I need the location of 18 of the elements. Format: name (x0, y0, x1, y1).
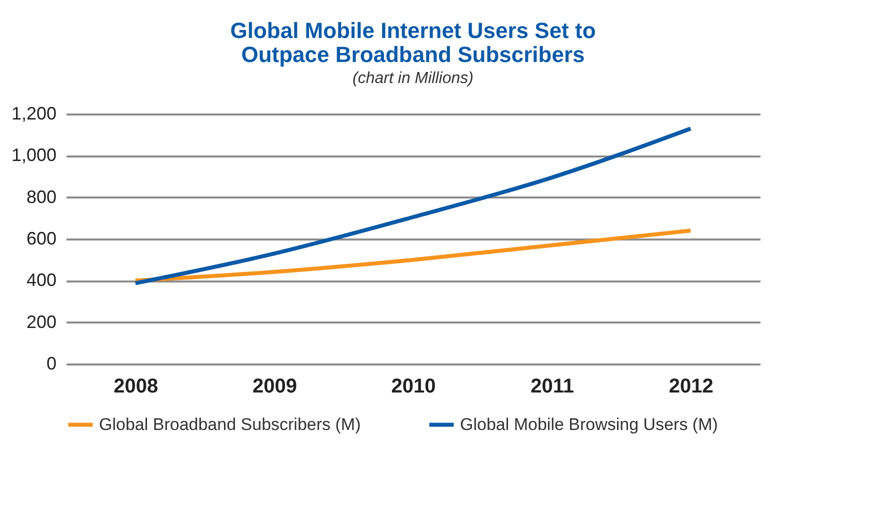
x-tick-label: 2010 (391, 376, 436, 398)
y-tick-label: 600 (26, 228, 56, 248)
x-tick-label: 2012 (668, 376, 714, 398)
y-tick-label: 200 (26, 312, 56, 332)
y-tick-label: 1,200 (11, 104, 56, 124)
line-series (133, 126, 693, 286)
y-tick-label: 0 (46, 354, 56, 374)
chart-subtitle: (chart in Millions) (352, 70, 474, 87)
x-tick-label: 2011 (530, 376, 574, 398)
x-tick-label: 2008 (114, 376, 158, 398)
x-tick-label: 2009 (252, 376, 297, 398)
legend-label: Global Broadband Subscribers (M) (99, 414, 361, 434)
y-tick-label: 800 (26, 186, 56, 207)
line-series (133, 228, 693, 283)
y-tick-label: 1,000 (11, 145, 56, 166)
y-tick-label: 400 (26, 270, 56, 290)
chart-title: Global Mobile Internet Users Set to Outpace Broadband Subscribers (230, 18, 596, 67)
legend-label: Global Mobile Browsing Users (M) (460, 414, 718, 434)
